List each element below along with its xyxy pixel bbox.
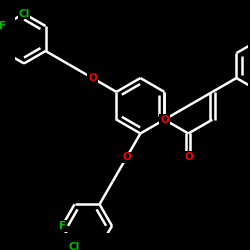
Text: F: F xyxy=(0,21,6,31)
Text: F: F xyxy=(58,221,66,231)
Text: O: O xyxy=(160,114,169,124)
Text: Cl: Cl xyxy=(69,242,80,250)
Text: O: O xyxy=(88,73,97,83)
Text: Cl: Cl xyxy=(18,8,30,18)
Text: O: O xyxy=(122,152,131,162)
Text: O: O xyxy=(184,152,193,162)
